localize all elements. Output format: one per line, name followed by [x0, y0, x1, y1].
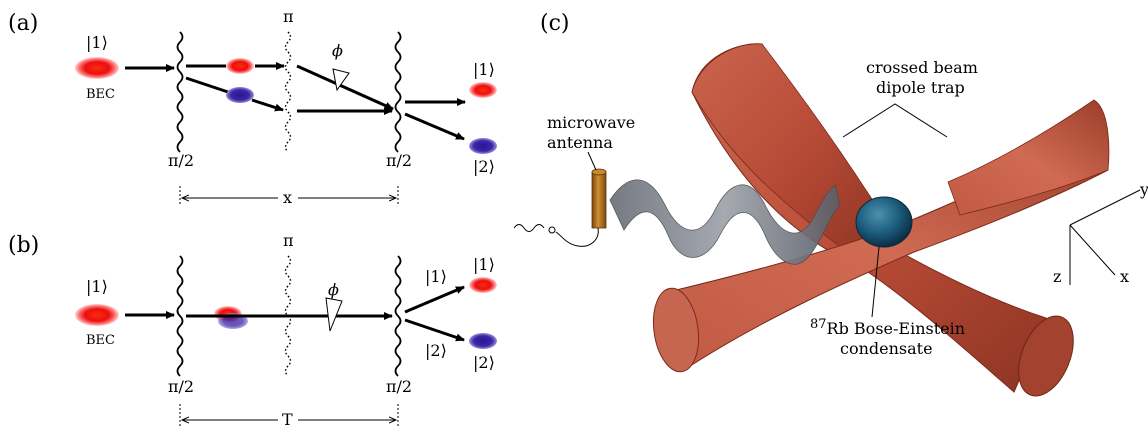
panel-b-path-state-1: |1⟩: [425, 267, 447, 286]
panel-b-bec-cloud: [75, 304, 119, 326]
condensate-label-line2: condensate: [840, 339, 933, 358]
panel-b-output-arrow-2: [404, 318, 465, 342]
panel-b-beamsplitter-right: [394, 255, 402, 377]
condensate-leader-line: [871, 246, 880, 318]
panel-a-output-arrow-2: [404, 112, 465, 141]
condensate-label-line1: 87Rb Bose-Einstein: [810, 317, 965, 338]
antenna-leader-line: [587, 151, 597, 171]
antenna-label-line2: antenna: [547, 133, 613, 152]
axis-y-line: [1069, 189, 1141, 226]
panel-b-pi-half-left: π/2: [168, 377, 194, 396]
axis-x-label: x: [1120, 267, 1129, 286]
panel-b-path-state-2: |2⟩: [425, 341, 447, 360]
panel-a-label: (a): [8, 11, 38, 36]
trap-leader-lines: [842, 103, 948, 138]
panel-b-phase-wedge: [325, 297, 343, 332]
bose-einstein-condensate: [855, 196, 913, 248]
panel-a-mirror: [284, 31, 292, 153]
microwave-antenna: [513, 168, 607, 247]
axis-z-label: z: [1053, 267, 1061, 286]
panel-a-out-cloud-1: [469, 82, 497, 98]
panel-a-input-state: |1⟩: [86, 33, 108, 52]
panel-a-out-cloud-2: [469, 138, 497, 154]
condensate-name: Rb Bose-Einstein: [827, 319, 965, 338]
condensate-isotope: 87: [810, 317, 827, 332]
axis-x-line: [1069, 224, 1116, 276]
panel-a-phase-wedge: [332, 68, 350, 92]
panel-a-span-label: x: [283, 188, 292, 207]
axis-y-label: y: [1139, 180, 1148, 199]
panel-a-beamsplitter-left: [176, 31, 184, 153]
panel-a-upper-cloud: [226, 58, 254, 74]
coordinate-axes: y z x: [1053, 180, 1148, 286]
trap-label-line1: crossed beam: [866, 58, 978, 77]
microwave-wave: [609, 179, 841, 265]
panel-a-cross-path-1: [296, 64, 394, 111]
panel-b-label: (b): [8, 233, 39, 258]
panel-b-output-arrow-1: [404, 285, 465, 314]
panel-b-bec-label: BEC: [86, 333, 115, 348]
panel-a-lower-cloud: [226, 87, 254, 103]
panel-a: (a) |1⟩ BEC π π/2 π/2 ϕ |1⟩ |2⟩: [8, 7, 497, 207]
panel-a-lower-seg2: [251, 98, 284, 112]
panel-b: (b) |1⟩ BEC π π/2 π/2 ϕ |1⟩ |2⟩ |1⟩ |2⟩ …: [8, 231, 497, 429]
panel-c: (c) microwave antenna c: [513, 11, 1148, 397]
panel-b-beamsplitter-left: [176, 255, 184, 377]
panel-a-bec-label: BEC: [86, 87, 115, 102]
panel-b-out-state-1: |1⟩: [473, 255, 495, 274]
panel-a-pi-half-left: π/2: [168, 151, 194, 170]
panel-b-pi-label: π: [283, 231, 294, 250]
panel-b-pi-half-right: π/2: [386, 377, 412, 396]
panel-b-span-label: T: [282, 410, 293, 429]
panel-a-pi-half-right: π/2: [386, 151, 412, 170]
panel-a-bec-cloud: [75, 57, 119, 79]
panel-a-lower-seg1: [185, 76, 229, 94]
panel-c-label: (c): [540, 11, 570, 36]
panel-a-pi-label: π: [283, 7, 294, 26]
panel-a-out-state-2: |2⟩: [473, 157, 495, 176]
trap-label-line2: dipole trap: [876, 78, 965, 97]
antenna-label-line1: microwave: [547, 113, 635, 132]
panel-b-out-cloud-1: [469, 277, 497, 293]
panel-a-out-state-1: |1⟩: [473, 60, 495, 79]
panel-b-out-state-2: |2⟩: [473, 353, 495, 372]
panel-b-phase-label: ϕ: [328, 280, 339, 299]
panel-b-input-state: |1⟩: [86, 277, 108, 296]
panel-b-out-cloud-2: [469, 333, 497, 349]
panel-a-beamsplitter-right: [394, 31, 402, 153]
dipole-beam-2: [652, 99, 1110, 373]
panel-a-phase-label: ϕ: [332, 41, 343, 60]
